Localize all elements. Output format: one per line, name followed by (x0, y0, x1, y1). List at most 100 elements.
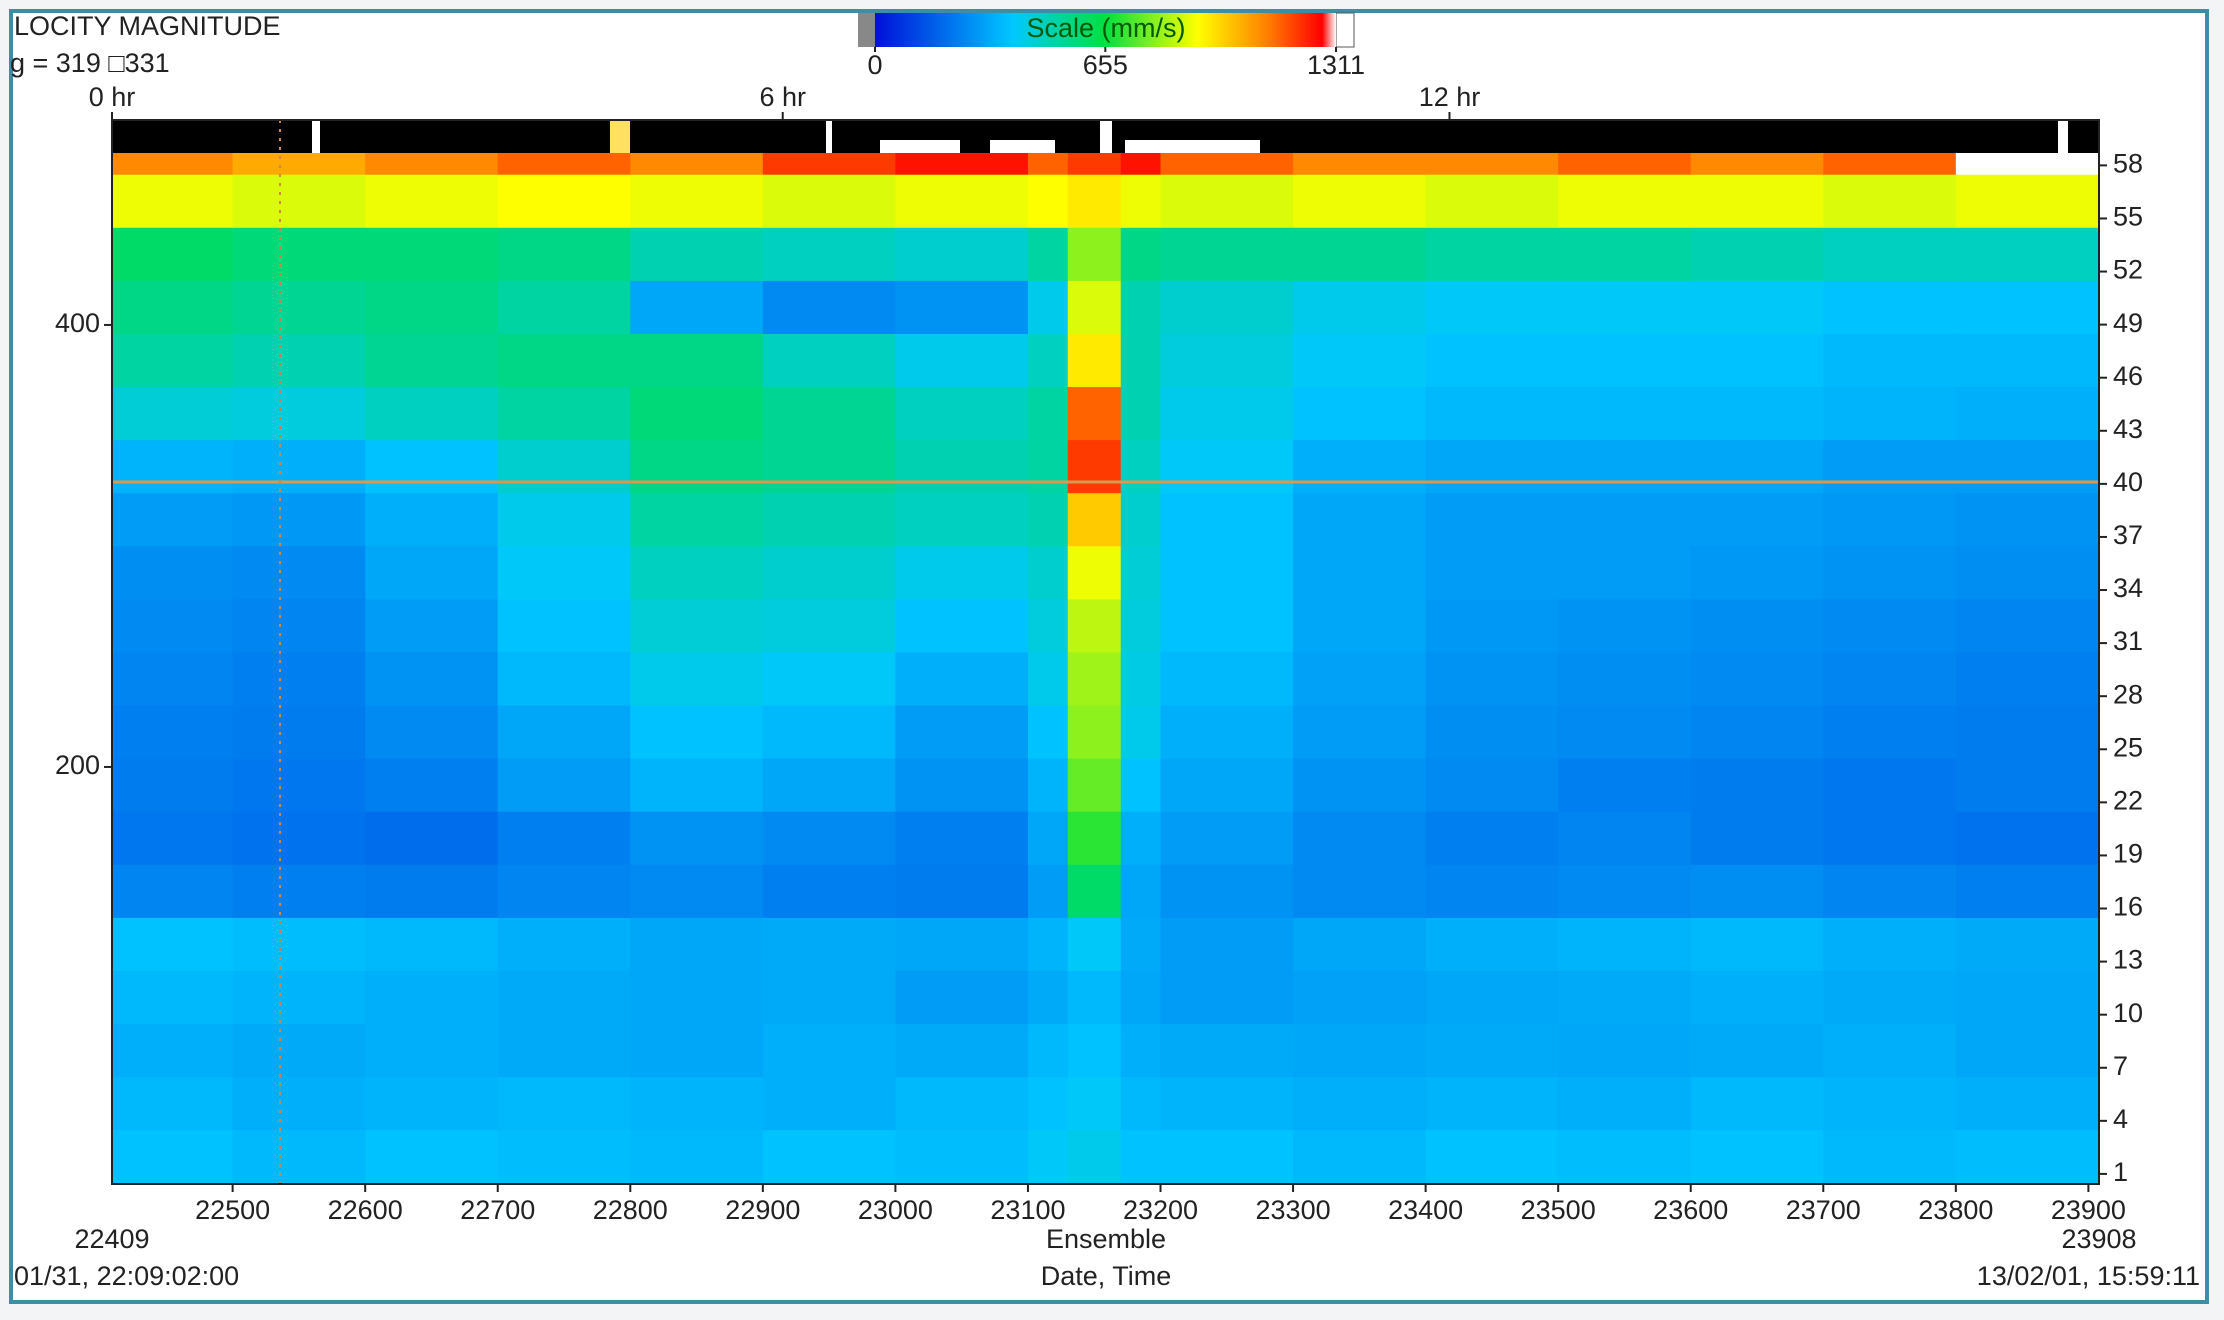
heatmap-cell (1558, 333, 1692, 388)
heatmap-cell (112, 492, 234, 547)
heatmap-cell (1823, 1076, 1957, 1131)
heatmap-cell (365, 386, 499, 441)
heatmap-cell (232, 333, 366, 388)
heatmap-cell (1690, 970, 1824, 1025)
heatmap-cell (1027, 758, 1069, 812)
heatmap-cell (1027, 333, 1069, 388)
heatmap-cell (1823, 333, 1957, 388)
heatmap-cell (1120, 598, 1162, 653)
heatmap-cell (1690, 439, 1824, 494)
status-band (112, 120, 2099, 153)
heatmap-cell (497, 1129, 631, 1184)
heatmap-cell (1425, 492, 1559, 547)
heatmap-cell (1690, 1129, 1824, 1184)
heatmap-cell (1690, 917, 1824, 971)
x-tick-label: 22800 (593, 1195, 668, 1225)
heatmap-cell (1067, 811, 1122, 865)
heatmap-cell (762, 174, 896, 228)
heatmap-cell (1690, 811, 1824, 865)
heatmap-cell (1067, 153, 1122, 175)
heatmap-cell (1558, 280, 1692, 334)
heatmap-cell (1293, 705, 1427, 759)
heatmap-cell (630, 598, 764, 653)
heatmap-cell (762, 970, 896, 1025)
heatmap-cell (1120, 153, 1162, 175)
heatmap-cell (762, 386, 896, 441)
x-tick-label: 23300 (1256, 1195, 1331, 1225)
heatmap-cell (1027, 492, 1069, 547)
heatmap-cell (1425, 153, 1559, 175)
x-tick-label: 22600 (328, 1195, 403, 1225)
heatmap-cell (895, 917, 1029, 971)
heatmap-cell (112, 864, 234, 918)
heatmap-cell (1690, 386, 1824, 441)
heatmap-cell (762, 651, 896, 706)
heatmap-cell (232, 174, 366, 228)
heatmap-cell (1160, 917, 1294, 971)
heatmap-cell (1067, 917, 1122, 971)
heatmap-cell (1120, 811, 1162, 865)
heatmap-cell (1293, 153, 1427, 175)
heatmap-cell (1558, 705, 1692, 759)
heatmap-cell (497, 864, 631, 918)
heatmap-cell (365, 1129, 499, 1184)
heatmap-cell (1293, 970, 1427, 1025)
heatmap-cell (1823, 439, 1957, 494)
heatmap-cell (1558, 386, 1692, 441)
plot-border (111, 119, 2100, 1185)
heatmap-cell (1425, 970, 1559, 1025)
heatmap-cell (1160, 705, 1294, 759)
heatmap-cell (1067, 174, 1122, 228)
heatmap-cell (895, 153, 1029, 175)
heatmap-cell (630, 758, 764, 812)
heatmap-cell (630, 651, 764, 706)
heatmap-cell (895, 545, 1029, 600)
colorbar-end (858, 13, 875, 47)
colorbar-label: Scale (mm/s) (1026, 13, 1185, 43)
heatmap-cell (112, 651, 234, 706)
y2-tick-label: 4 (2113, 1104, 2128, 1134)
colorbar-tick-label: 0 (867, 50, 882, 80)
heatmap-cell (1120, 758, 1162, 812)
heatmap-cell (630, 1076, 764, 1131)
heatmap-cell (1027, 227, 1069, 281)
start-time: 01/31, 22:09:02:00 (14, 1261, 239, 1291)
heatmap-cell (630, 153, 764, 175)
heatmap-cell (1690, 705, 1824, 759)
heatmap-cell (1120, 970, 1162, 1025)
heatmap-cell (1955, 705, 2100, 759)
heatmap-cell (112, 545, 234, 600)
heatmap-cell (1558, 758, 1692, 812)
heatmap-cell (1690, 1076, 1824, 1131)
heatmap-cell (1160, 227, 1294, 281)
heatmap-cell (497, 153, 631, 175)
heatmap-cell (895, 1129, 1029, 1184)
heatmap-cell (1823, 705, 1957, 759)
heatmap-cell (630, 811, 764, 865)
heatmap-cell (232, 864, 366, 918)
heatmap-cell (1823, 174, 1957, 228)
heatmap-cell (895, 705, 1029, 759)
heatmap-cell (365, 1076, 499, 1131)
heatmap-cell (1823, 970, 1957, 1025)
heatmap-cell (112, 1076, 234, 1131)
x-tick-label: 22700 (460, 1195, 535, 1225)
x-tick-label: 23700 (1786, 1195, 1861, 1225)
heatmap-cell (497, 386, 631, 441)
heatmap-cell (630, 545, 764, 600)
heatmap-cell (895, 864, 1029, 918)
heatmap-cell (1558, 651, 1692, 706)
heatmap-cell (1293, 651, 1427, 706)
heatmap-cell (1823, 492, 1957, 547)
heatmap-cell (1027, 1076, 1069, 1131)
heatmap-cell (1293, 864, 1427, 918)
heatmap-cell (365, 864, 499, 918)
heatmap-cell (1425, 174, 1559, 228)
heatmap-cell (762, 1076, 896, 1131)
end-time: 13/02/01, 15:59:11 (1977, 1261, 2200, 1291)
heatmap-cell (1293, 333, 1427, 388)
heatmap-cell (497, 917, 631, 971)
heatmap-cell (1067, 280, 1122, 334)
y2-tick-label: 13 (2113, 945, 2143, 975)
heatmap-cell (1690, 758, 1824, 812)
